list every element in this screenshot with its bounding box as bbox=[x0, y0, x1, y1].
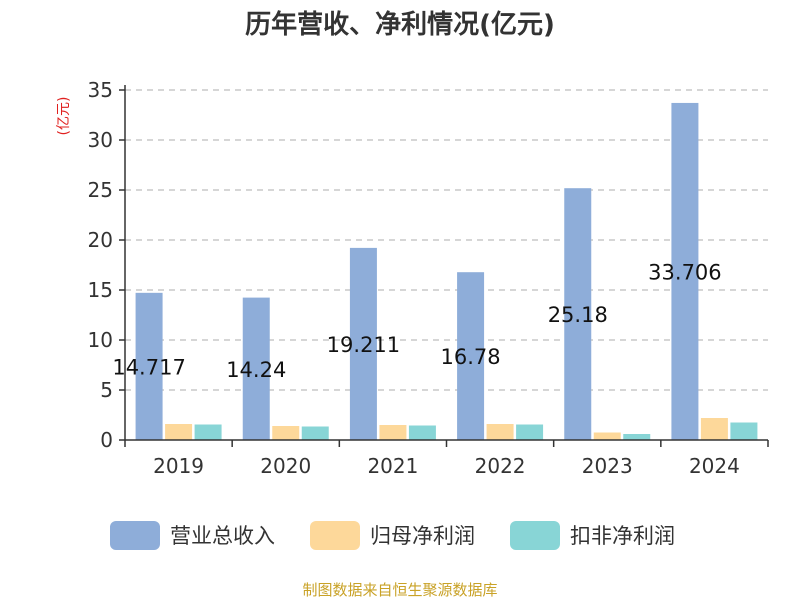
bar-3-2020 bbox=[301, 426, 329, 440]
grid-lines bbox=[125, 89, 768, 391]
y-axis-ticks: 0 5 10 15 20 25 30 35 bbox=[88, 78, 125, 452]
data-label-2023: 25.18 bbox=[548, 303, 608, 327]
bar-1-2020 bbox=[242, 297, 270, 440]
y-axis-label: (亿元) bbox=[56, 97, 72, 136]
bar-1-2023 bbox=[564, 188, 592, 440]
legend-swatch-2 bbox=[310, 521, 360, 550]
source-note: 制图数据来自恒生聚源数据库 bbox=[302, 581, 497, 599]
y-tick-label: 15 bbox=[88, 278, 113, 302]
data-label-2024: 33.706 bbox=[648, 260, 721, 284]
y-tick-label: 5 bbox=[100, 378, 113, 402]
bar-3-2021 bbox=[408, 425, 436, 440]
data-label-2022: 16.78 bbox=[441, 345, 501, 369]
x-axis-ticks: 2019 2020 2021 2022 2023 2024 bbox=[124, 440, 769, 478]
x-tick-label: 2023 bbox=[582, 454, 633, 478]
bar-2-2020 bbox=[272, 426, 300, 440]
x-tick-label: 2022 bbox=[475, 454, 526, 478]
data-label-2021: 19.211 bbox=[327, 333, 400, 357]
bar-1-2022 bbox=[457, 272, 485, 440]
data-label-2019: 14.717 bbox=[112, 355, 185, 379]
y-tick-label: 35 bbox=[88, 78, 113, 102]
bar-2-2019 bbox=[165, 424, 193, 440]
bar-1-2024 bbox=[671, 102, 699, 440]
data-label-2020: 14.24 bbox=[226, 358, 286, 382]
legend-swatch-1 bbox=[110, 521, 160, 550]
legend-swatch-3 bbox=[510, 521, 560, 550]
y-tick-label: 0 bbox=[100, 428, 113, 452]
bars bbox=[135, 102, 758, 440]
bar-3-2019 bbox=[194, 424, 222, 440]
data-labels: 14.717 14.24 19.211 16.78 25.18 33.706 bbox=[112, 260, 721, 381]
bar-1-2019 bbox=[135, 292, 163, 440]
bar-2-2022 bbox=[486, 424, 514, 440]
y-tick-label: 25 bbox=[88, 178, 113, 202]
bar-3-2023 bbox=[623, 434, 651, 440]
bar-3-2022 bbox=[516, 424, 544, 440]
bar-1-2021 bbox=[349, 247, 377, 440]
bar-2-2024 bbox=[700, 418, 728, 440]
x-tick-label: 2021 bbox=[367, 454, 418, 478]
x-tick-label: 2020 bbox=[260, 454, 311, 478]
bar-3-2024 bbox=[730, 422, 758, 440]
legend-label-1: 营业总收入 bbox=[170, 524, 275, 548]
legend: 营业总收入 归母净利润 扣非净利润 bbox=[110, 521, 675, 550]
chart-title: 历年营收、净利情况(亿元) bbox=[245, 9, 555, 40]
x-tick-label: 2019 bbox=[153, 454, 204, 478]
x-tick-label: 2024 bbox=[689, 454, 740, 478]
legend-label-3: 扣非净利润 bbox=[570, 524, 675, 548]
y-tick-label: 20 bbox=[88, 228, 113, 252]
bar-2-2021 bbox=[379, 425, 407, 440]
bar-2-2023 bbox=[593, 432, 621, 440]
y-tick-label: 10 bbox=[88, 328, 113, 352]
y-tick-label: 30 bbox=[88, 128, 113, 152]
legend-label-2: 归母净利润 bbox=[370, 524, 475, 548]
